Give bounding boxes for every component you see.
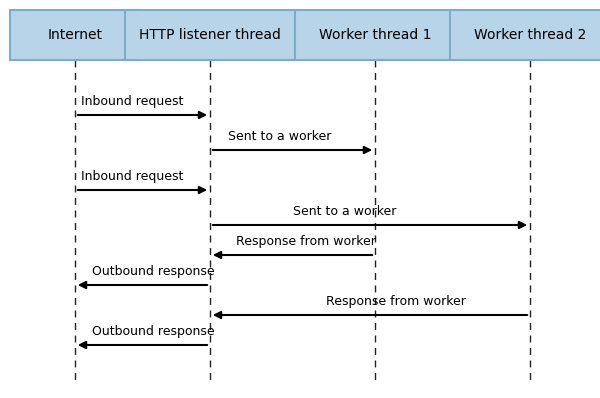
- Text: Worker thread 2: Worker thread 2: [474, 28, 586, 42]
- Text: Internet: Internet: [47, 28, 103, 42]
- FancyBboxPatch shape: [125, 10, 295, 60]
- Text: Sent to a worker: Sent to a worker: [293, 205, 396, 218]
- Text: Outbound response: Outbound response: [92, 265, 215, 278]
- Text: Response from worker: Response from worker: [326, 295, 466, 308]
- Text: HTTP listener thread: HTTP listener thread: [139, 28, 281, 42]
- Text: Sent to a worker: Sent to a worker: [227, 130, 331, 143]
- Text: Inbound request: Inbound request: [80, 95, 183, 108]
- FancyBboxPatch shape: [295, 10, 455, 60]
- Text: Worker thread 1: Worker thread 1: [319, 28, 431, 42]
- Text: Outbound response: Outbound response: [92, 325, 215, 338]
- Text: Inbound request: Inbound request: [80, 170, 183, 183]
- Text: Response from worker: Response from worker: [236, 235, 376, 248]
- FancyBboxPatch shape: [450, 10, 600, 60]
- FancyBboxPatch shape: [10, 10, 140, 60]
